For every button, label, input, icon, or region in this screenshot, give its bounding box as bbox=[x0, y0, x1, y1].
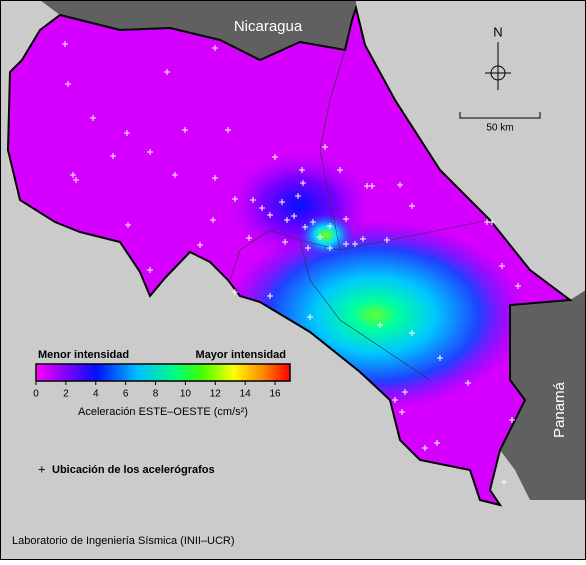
station-marker bbox=[73, 177, 79, 183]
station-marker bbox=[232, 196, 238, 202]
station-marker bbox=[147, 267, 153, 273]
stations bbox=[62, 41, 521, 485]
station-marker bbox=[272, 154, 278, 160]
station-marker bbox=[489, 219, 495, 225]
station-marker bbox=[299, 167, 305, 173]
station-marker bbox=[232, 289, 238, 295]
province-lines bbox=[229, 49, 491, 381]
station-marker bbox=[434, 440, 440, 446]
station-marker bbox=[210, 217, 216, 223]
station-marker bbox=[337, 167, 343, 173]
legend-high: Mayor intensidad bbox=[196, 349, 286, 361]
station-marker bbox=[352, 241, 358, 247]
station-marker bbox=[291, 213, 297, 219]
colorbar-tick-label: 6 bbox=[123, 389, 129, 400]
colorbar-tick-label: 8 bbox=[153, 389, 159, 400]
station-marker bbox=[250, 197, 256, 203]
station-marker bbox=[509, 417, 515, 423]
country-label: Panamá bbox=[551, 381, 568, 438]
station-marker bbox=[515, 283, 521, 289]
colorbar-ticks: 0 2 4 6 8 10 12 14 16 bbox=[33, 381, 281, 400]
station-marker bbox=[147, 149, 153, 155]
country-label: Nicaragua bbox=[234, 18, 303, 35]
station-marker bbox=[397, 182, 403, 188]
station-marker bbox=[124, 130, 130, 136]
station-marker bbox=[197, 242, 203, 248]
legend-low: Menor intensidad bbox=[38, 349, 129, 361]
station-marker bbox=[360, 236, 366, 242]
station-marker bbox=[409, 330, 415, 336]
colorbar-tick-label: 12 bbox=[210, 389, 222, 400]
station-marker bbox=[302, 224, 308, 230]
station-marker bbox=[343, 216, 349, 222]
colorbar-tick-label: 16 bbox=[269, 389, 281, 400]
station-marker bbox=[212, 45, 218, 51]
station-marker bbox=[267, 212, 273, 218]
station-marker bbox=[322, 144, 328, 150]
colorbar-tick-label: 10 bbox=[180, 389, 192, 400]
station-marker bbox=[384, 237, 390, 243]
scale-label: 50 km bbox=[486, 123, 513, 134]
station-marker bbox=[172, 172, 178, 178]
station-marker bbox=[282, 239, 288, 245]
station-marker bbox=[409, 203, 415, 209]
station-marker bbox=[90, 115, 96, 121]
panama-land bbox=[500, 290, 586, 500]
station-marker bbox=[465, 380, 471, 386]
station-marker bbox=[499, 263, 505, 269]
station-marker bbox=[437, 355, 443, 361]
credit: Laboratorio de Ingeniería Sísmica (INII–… bbox=[12, 535, 235, 547]
nicaragua-land bbox=[40, 0, 356, 60]
station-marker bbox=[343, 241, 349, 247]
colorbar-tick-label: 14 bbox=[240, 389, 252, 400]
station-marker bbox=[402, 389, 408, 395]
station-marker bbox=[125, 222, 131, 228]
station-marker bbox=[225, 127, 231, 133]
station-marker bbox=[305, 245, 311, 251]
station-marker bbox=[246, 235, 252, 241]
station-marker bbox=[307, 314, 313, 320]
station-marker bbox=[377, 322, 383, 328]
station-marker bbox=[295, 193, 301, 199]
colorbar bbox=[35, 363, 291, 382]
scale-bar bbox=[459, 112, 541, 119]
marker-legend: Ubicación de los acelerógrafos bbox=[52, 464, 215, 476]
station-marker bbox=[501, 479, 507, 485]
station-marker bbox=[310, 219, 316, 225]
station-marker bbox=[65, 81, 71, 87]
station-marker bbox=[164, 69, 170, 75]
colorbar-tick-label: 2 bbox=[63, 389, 69, 400]
colorbar-tick-label: 4 bbox=[93, 389, 99, 400]
north-arrow bbox=[485, 42, 511, 90]
station-marker bbox=[182, 127, 188, 133]
station-marker bbox=[284, 217, 290, 223]
station-marker bbox=[327, 245, 333, 251]
station-marker bbox=[212, 175, 218, 181]
station-marker bbox=[422, 445, 428, 451]
station-marker bbox=[399, 409, 405, 415]
north-label: N bbox=[493, 24, 502, 39]
station-marker bbox=[259, 205, 265, 211]
station-marker bbox=[70, 172, 76, 178]
station-marker bbox=[62, 41, 68, 47]
station-marker bbox=[327, 223, 333, 229]
marker-symbol: + bbox=[38, 461, 46, 476]
station-marker bbox=[317, 234, 323, 240]
station-marker bbox=[267, 293, 273, 299]
station-marker bbox=[279, 199, 285, 205]
station-marker bbox=[392, 397, 398, 403]
station-marker bbox=[110, 153, 116, 159]
colorbar-label: Aceleración ESTE–OESTE (cm/s²) bbox=[78, 406, 248, 418]
station-marker bbox=[369, 183, 375, 189]
colorbar-tick-label: 0 bbox=[33, 389, 39, 400]
station-marker bbox=[300, 180, 306, 186]
